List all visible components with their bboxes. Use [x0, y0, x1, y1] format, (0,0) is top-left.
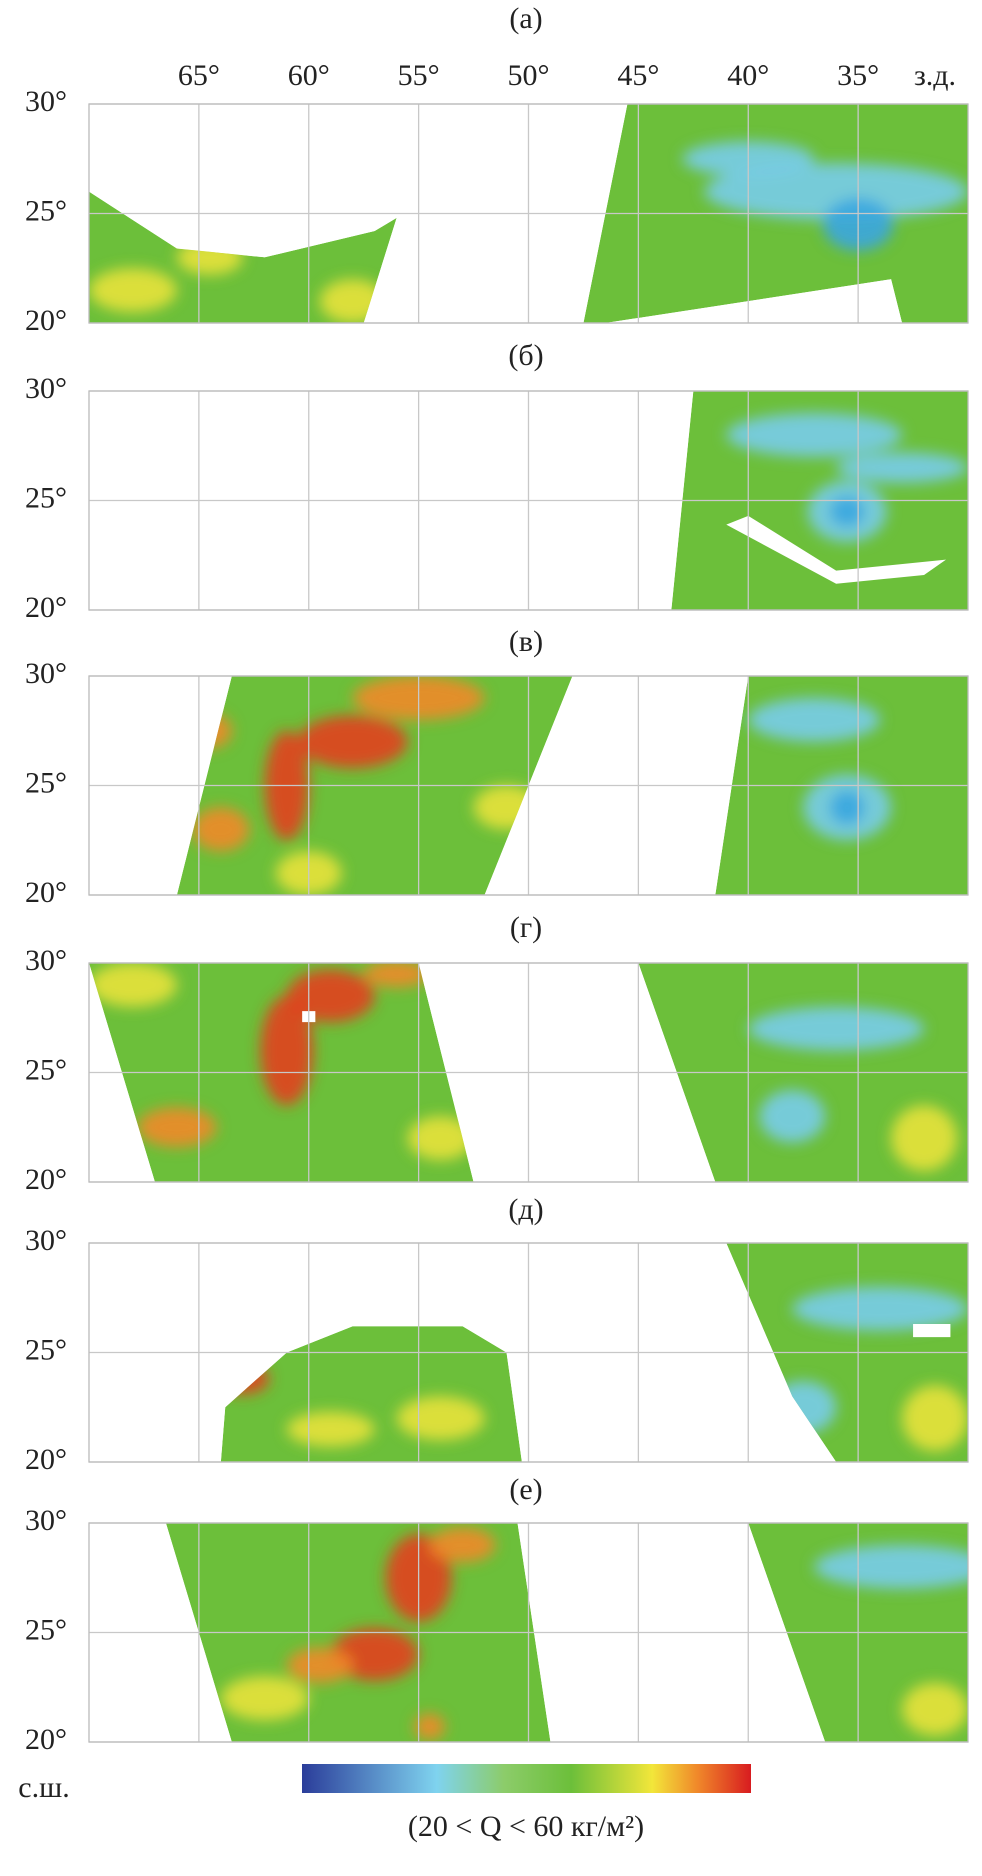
lat-tick-label: 25°	[25, 766, 67, 799]
field-blob	[176, 239, 243, 275]
lat-tick-label: 30°	[25, 1224, 67, 1257]
lat-tick-label: 20°	[25, 876, 67, 909]
lat-tick-label: 30°	[25, 657, 67, 690]
lat-tick-label: 20°	[25, 304, 67, 337]
map-frame	[88, 675, 969, 896]
lat-tick-label: 25°	[25, 1333, 67, 1366]
map-frame	[88, 390, 969, 611]
gap	[726, 515, 947, 584]
field	[89, 963, 958, 1172]
panel-label: (е)	[509, 1473, 542, 1506]
lat-tick-label: 30°	[25, 85, 67, 118]
field-blob	[902, 1385, 968, 1452]
lon-tick-label: 50°	[508, 59, 550, 92]
map-frame	[88, 1522, 969, 1743]
map-frame	[88, 962, 969, 1183]
map-frame	[88, 103, 969, 324]
lat-tick-label: 20°	[25, 1723, 67, 1756]
field-blob	[726, 412, 903, 457]
lat-tick-label: 20°	[25, 1163, 67, 1196]
field-blob	[407, 1116, 474, 1161]
field-blob	[748, 1006, 925, 1051]
map-frame	[88, 1242, 969, 1463]
lat-tick-label: 25°	[25, 194, 67, 227]
field-blob	[286, 969, 375, 1023]
field-blob	[759, 1090, 826, 1143]
field-blob	[220, 1676, 309, 1721]
colorbar	[302, 1764, 751, 1793]
lon-tick-label: 35°	[837, 59, 879, 92]
field-blob	[429, 1527, 496, 1563]
field-blob	[414, 1713, 445, 1740]
field-blob	[891, 1105, 958, 1172]
panel-label: (б)	[508, 339, 543, 372]
lat-tick-label: 25°	[25, 1613, 67, 1646]
lat-tick-label: 30°	[25, 372, 67, 405]
lat-tick-label: 30°	[25, 1504, 67, 1537]
lat-tick-label: 30°	[25, 944, 67, 977]
field-blob	[363, 963, 430, 988]
field-blob	[748, 697, 881, 742]
panel-label: (г)	[510, 911, 542, 944]
lat-tick-label: 20°	[25, 1443, 67, 1476]
field-blob	[792, 1286, 968, 1331]
field-blob	[89, 963, 177, 1007]
field-blob	[814, 1544, 968, 1589]
field-blob	[187, 713, 232, 749]
lon-tick-label: 40°	[727, 59, 769, 92]
field-blob	[137, 1107, 217, 1147]
field-blob	[836, 452, 968, 483]
field-blob	[220, 1363, 270, 1395]
field-blob	[902, 1682, 968, 1736]
lon-tick-label: 65°	[178, 59, 220, 92]
lon-tick-label: 45°	[617, 59, 659, 92]
gap	[913, 1324, 951, 1338]
lat-tick-label: 25°	[25, 1053, 67, 1086]
lat-tick-label: 20°	[25, 591, 67, 624]
panel-label: (в)	[509, 625, 543, 658]
field-blob	[473, 785, 540, 830]
field-blob	[770, 1380, 837, 1434]
field-blob	[396, 1396, 485, 1441]
field-blob	[260, 995, 314, 1106]
panel-label: (а)	[509, 2, 542, 35]
lat-unit: с.ш.	[18, 1771, 69, 1804]
field-blob	[829, 789, 865, 825]
lon-tick-label: 60°	[288, 59, 330, 92]
field-blob	[286, 1411, 375, 1447]
field-blob	[319, 279, 386, 323]
field-blob	[829, 496, 865, 527]
lat-tick-label: 25°	[25, 481, 67, 514]
colorbar-caption: (20 < Q < 60 кг/м²)	[408, 1810, 644, 1843]
field-blob	[192, 807, 250, 852]
swath-fill	[220, 1326, 522, 1462]
lon-unit: з.д.	[914, 59, 956, 92]
field-blob	[286, 1647, 353, 1683]
field-blob	[89, 268, 177, 313]
panel-label: (д)	[508, 1193, 543, 1226]
field-blob	[704, 163, 968, 221]
field-blob	[297, 715, 408, 768]
field-blob	[330, 1628, 419, 1681]
lon-tick-label: 55°	[398, 59, 440, 92]
